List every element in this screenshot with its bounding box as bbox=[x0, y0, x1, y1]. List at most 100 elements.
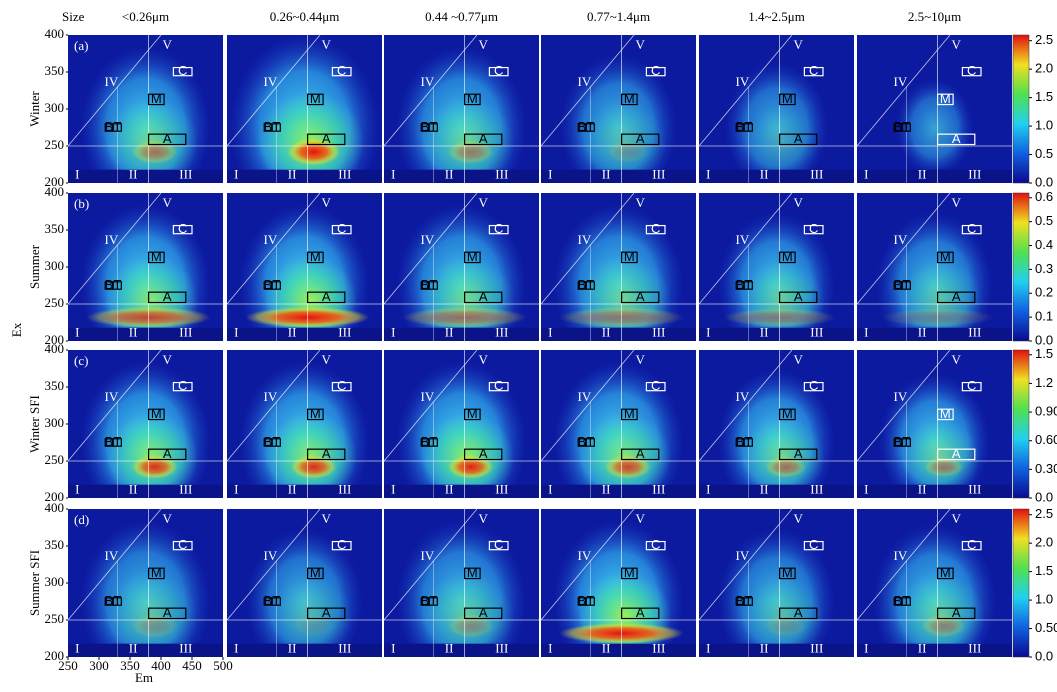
scatter-band bbox=[699, 169, 854, 183]
peak-label: A bbox=[794, 289, 803, 304]
peak-label: B bbox=[421, 434, 430, 449]
colorbar-tick-label: 0.60 bbox=[1035, 432, 1057, 447]
colorbar-tick-label: 1.2 bbox=[1035, 375, 1053, 390]
peak-label: T bbox=[113, 593, 121, 608]
region-label: II bbox=[602, 641, 611, 656]
peak-box bbox=[901, 123, 911, 132]
peak-label: B bbox=[578, 277, 587, 292]
peak-label: C bbox=[967, 221, 976, 236]
peak-label: B bbox=[264, 119, 273, 134]
peak-label: C bbox=[651, 378, 660, 393]
region-label: III bbox=[179, 641, 192, 656]
scatter-band bbox=[857, 643, 1012, 657]
peak-label: T bbox=[429, 593, 437, 608]
region-label: III bbox=[495, 167, 508, 182]
x-tick-label: 400 bbox=[151, 658, 171, 673]
region-label: III bbox=[338, 641, 351, 656]
y-tick-label: 300 bbox=[45, 415, 65, 430]
region-label: III bbox=[338, 482, 351, 497]
rayleigh-line bbox=[541, 35, 635, 147]
region-label: V bbox=[322, 511, 332, 526]
region-label: II bbox=[602, 167, 611, 182]
peak-label: M bbox=[624, 91, 635, 106]
rayleigh-line bbox=[857, 350, 951, 462]
region-label: II bbox=[129, 167, 138, 182]
peak-label: B bbox=[105, 434, 114, 449]
scatter-band bbox=[857, 484, 1012, 498]
peak-label: A bbox=[163, 605, 172, 620]
region-label: I bbox=[706, 167, 710, 182]
peak-box bbox=[936, 291, 976, 304]
region-label: II bbox=[760, 482, 769, 497]
scatter-band bbox=[541, 643, 696, 657]
peak-label: A bbox=[794, 605, 803, 620]
peak-box bbox=[901, 438, 911, 447]
peak-label: B bbox=[578, 593, 587, 608]
peak-label: C bbox=[809, 63, 818, 78]
peak-box bbox=[743, 597, 753, 606]
peak-label: C bbox=[967, 378, 976, 393]
peak-box bbox=[428, 281, 438, 290]
region-label: V bbox=[636, 37, 646, 52]
peak-label: A bbox=[322, 605, 331, 620]
peak-label: B bbox=[894, 593, 903, 608]
colorbar-tick-label: 1.0 bbox=[1035, 592, 1053, 607]
peak-label: T bbox=[744, 277, 752, 292]
peak-label: A bbox=[322, 446, 331, 461]
peak-box bbox=[464, 567, 481, 580]
region-label: II bbox=[918, 641, 927, 656]
peak-label: A bbox=[479, 131, 488, 146]
glow-red bbox=[606, 141, 649, 163]
scatter-band bbox=[541, 169, 696, 183]
region-label: II bbox=[918, 167, 927, 182]
peak-box bbox=[148, 251, 165, 264]
peak-box bbox=[172, 66, 193, 77]
region-label: I bbox=[548, 167, 552, 182]
region-label: IV bbox=[105, 389, 119, 404]
peak-label: A bbox=[322, 131, 331, 146]
peak-box bbox=[307, 291, 346, 304]
y-tick-label: 200 bbox=[45, 332, 65, 347]
peak-box bbox=[172, 540, 193, 551]
region-label: II bbox=[760, 167, 769, 182]
x-tick-label: 350 bbox=[120, 658, 140, 673]
peak-label: B bbox=[736, 434, 745, 449]
region-label: III bbox=[179, 482, 192, 497]
region-label: III bbox=[338, 325, 351, 340]
peak-box bbox=[778, 133, 818, 146]
region-label: III bbox=[495, 482, 508, 497]
column-header: <0.26μm bbox=[122, 9, 169, 24]
peak-box bbox=[112, 281, 122, 290]
rayleigh-line bbox=[699, 509, 793, 621]
peak-label: T bbox=[586, 434, 594, 449]
scatter-band bbox=[699, 327, 854, 341]
peak-box bbox=[620, 567, 638, 580]
scatter-band bbox=[541, 484, 696, 498]
region-label: V bbox=[952, 195, 962, 210]
colorbar-tick-label: 1.5 bbox=[1035, 89, 1053, 104]
colorbar-tick-label: 0.1 bbox=[1035, 309, 1053, 324]
peak-box bbox=[735, 281, 745, 290]
peak-box bbox=[112, 597, 122, 606]
peak-label: M bbox=[310, 91, 321, 106]
peak-label: C bbox=[651, 63, 660, 78]
peak-label: M bbox=[310, 406, 321, 421]
region-label: I bbox=[391, 325, 395, 340]
region-label: V bbox=[479, 352, 489, 367]
region-label: II bbox=[445, 641, 454, 656]
rayleigh-line bbox=[227, 35, 321, 147]
peak-box bbox=[488, 540, 509, 551]
peak-label: T bbox=[429, 119, 437, 134]
peak-label: C bbox=[337, 221, 346, 236]
peak-label: T bbox=[902, 119, 910, 134]
peak-label: T bbox=[586, 119, 594, 134]
peak-label: M bbox=[782, 249, 793, 264]
region-label: III bbox=[652, 641, 665, 656]
